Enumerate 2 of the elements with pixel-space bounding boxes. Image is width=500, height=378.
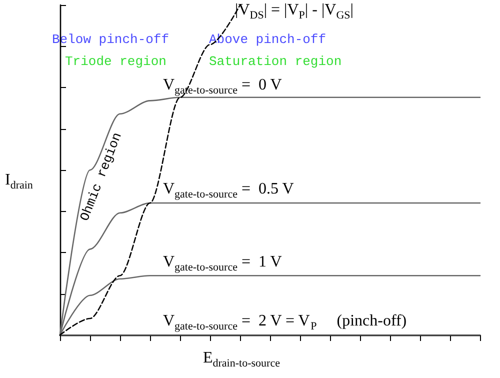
annotation: Triode region [65,54,166,69]
annotation: Saturation region [209,54,342,69]
